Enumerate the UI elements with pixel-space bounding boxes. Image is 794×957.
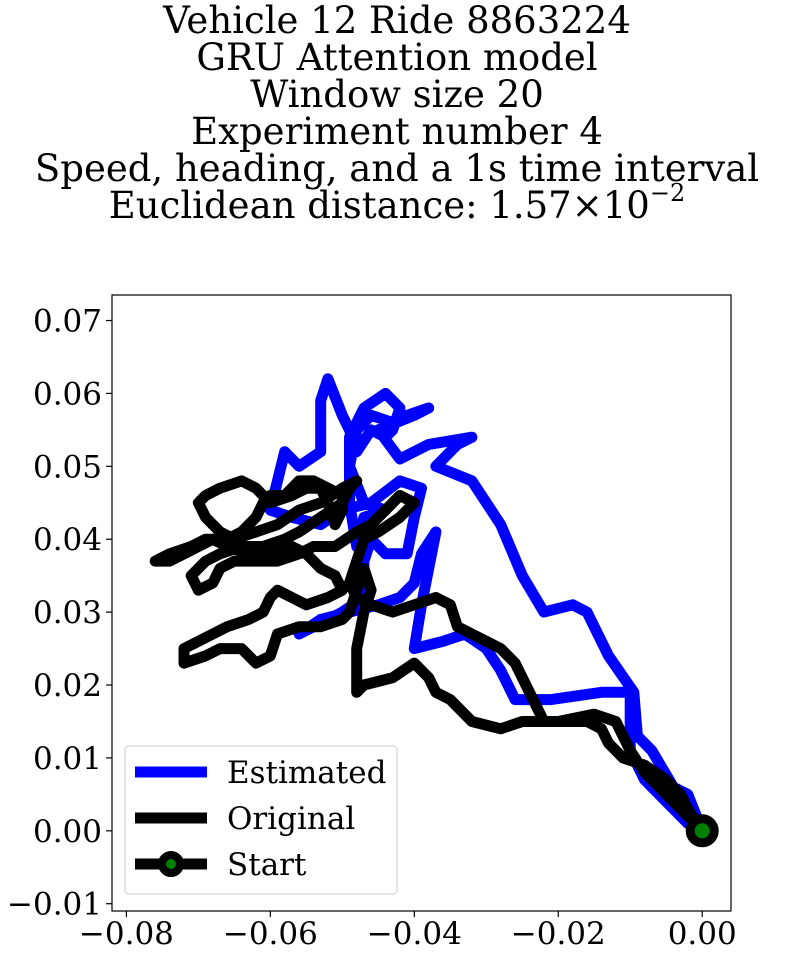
distance-value: Euclidean distance: 1.57	[108, 184, 572, 227]
x-tick-label: −0.06	[223, 916, 318, 952]
x-tick-label: −0.08	[79, 916, 174, 952]
y-tick-label: 0.04	[33, 522, 102, 558]
x-tick-label: −0.02	[511, 916, 606, 952]
x-tick-label: 0.00	[668, 916, 737, 952]
title-line-vehicle: Vehicle 12 Ride 8863224	[163, 0, 631, 42]
distance-exponent: −2	[649, 178, 686, 207]
y-tick-label: −0.01	[7, 887, 102, 923]
axes-frame	[111, 294, 732, 912]
y-tick-label: 0.03	[33, 595, 102, 631]
title-line-experiment: Experiment number 4	[191, 110, 603, 153]
title-line-model: GRU Attention model	[196, 36, 598, 79]
series-line-estimated	[264, 373, 708, 837]
legend-label-estimated: Estimated	[227, 755, 386, 791]
legend-marker-start	[158, 851, 184, 877]
y-tick-label: 0.07	[33, 304, 102, 340]
y-tick-label: 0.01	[33, 741, 102, 777]
times-sign: ×	[571, 184, 603, 227]
title-line-features: Speed, heading, and a 1s time interval	[34, 147, 760, 190]
legend-box	[124, 745, 398, 895]
x-axis: −0.08 −0.06 −0.04 −0.02 0.00	[79, 911, 737, 952]
series-line-original	[149, 475, 708, 837]
chart-title: Vehicle 12 Ride 8863224 GRU Attention mo…	[0, 2, 794, 224]
y-tick-label: 0.05	[33, 449, 102, 485]
legend: Estimated Original Start	[124, 745, 398, 895]
title-line-window: Window size 20	[250, 73, 544, 116]
legend-label-original: Original	[227, 801, 355, 837]
title-line-distance: Euclidean distance: 1.57×10−2	[0, 181, 794, 227]
y-tick-label: 0.06	[33, 376, 102, 412]
y-tick-label: 0.00	[33, 814, 102, 850]
legend-label-start: Start	[227, 847, 307, 883]
series-layer	[149, 373, 719, 848]
x-tick-label: −0.04	[367, 916, 462, 952]
distance-base: 10	[602, 184, 650, 227]
start-marker	[685, 814, 719, 848]
y-axis: −0.01 0.00 0.01 0.02 0.03 0.04 0.05 0.06 0.07	[7, 304, 112, 923]
y-tick-label: 0.02	[33, 668, 102, 704]
